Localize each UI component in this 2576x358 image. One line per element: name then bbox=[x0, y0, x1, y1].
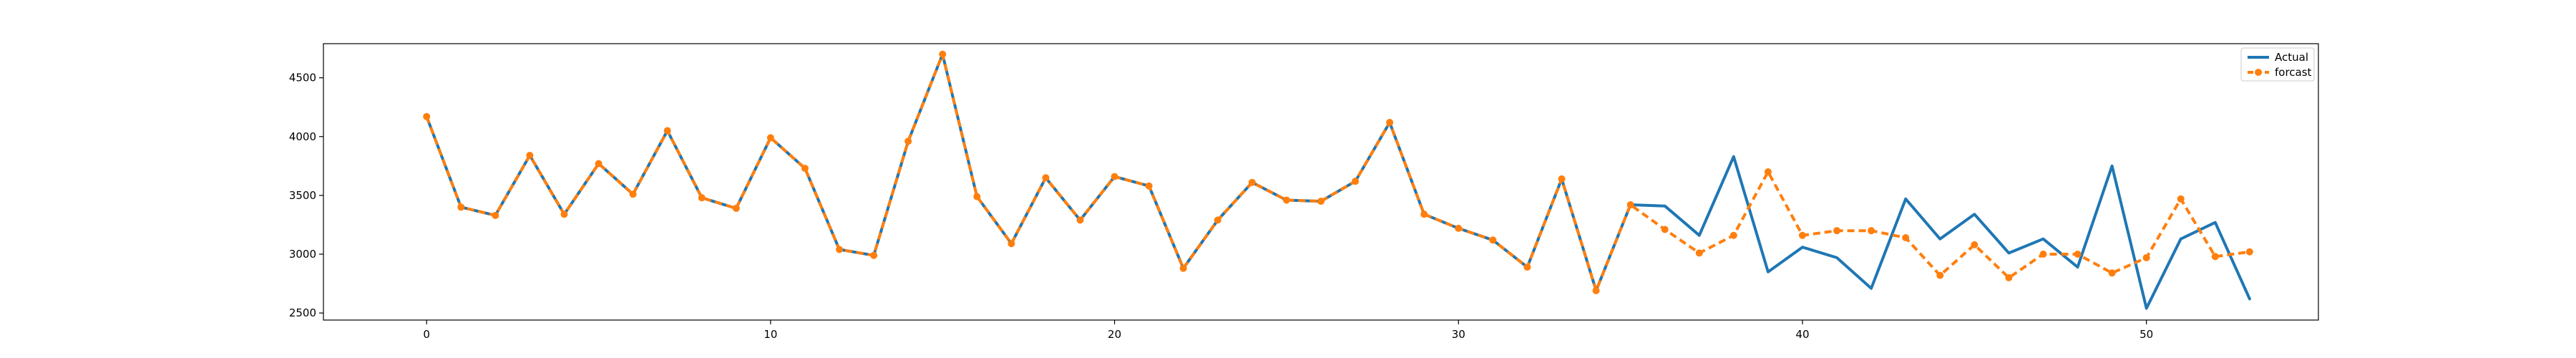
point-forcast bbox=[939, 50, 947, 58]
point-forcast bbox=[1902, 234, 1910, 242]
point-forcast bbox=[2108, 269, 2116, 277]
point-forcast bbox=[560, 211, 568, 218]
point-forcast bbox=[1214, 216, 1221, 224]
point-forcast bbox=[1076, 216, 1084, 224]
point-forcast bbox=[2177, 195, 2185, 203]
point-forcast bbox=[904, 137, 912, 145]
point-forcast bbox=[1179, 264, 1187, 272]
x-axis: 0 10 20 30 40 50 bbox=[423, 320, 2153, 341]
point-forcast bbox=[2039, 251, 2047, 258]
point-forcast bbox=[1971, 241, 1979, 248]
point-forcast bbox=[1661, 226, 1669, 233]
point-forcast bbox=[732, 204, 740, 212]
y-tick-label: 4500 bbox=[289, 72, 316, 84]
point-forcast bbox=[1455, 224, 1463, 232]
point-forcast bbox=[2074, 251, 2082, 258]
point-forcast bbox=[836, 246, 844, 253]
y-tick-label: 4000 bbox=[289, 130, 316, 143]
legend-label-forcast: forcast bbox=[2275, 66, 2312, 79]
point-forcast bbox=[526, 152, 534, 160]
point-forcast bbox=[629, 190, 637, 198]
point-forcast bbox=[766, 134, 774, 142]
point-forcast bbox=[1936, 271, 1944, 279]
point-forcast bbox=[2005, 274, 2013, 281]
point-forcast bbox=[492, 211, 499, 219]
series-layer bbox=[423, 50, 2253, 310]
point-forcast bbox=[1248, 178, 1256, 186]
point-forcast bbox=[1626, 201, 1634, 209]
point-forcast bbox=[1008, 240, 1015, 248]
legend-marker-forcast bbox=[2255, 69, 2262, 76]
x-tick-label: 40 bbox=[1795, 328, 1809, 341]
point-forcast bbox=[2211, 253, 2219, 261]
point-forcast bbox=[1420, 211, 1428, 218]
point-forcast bbox=[973, 193, 981, 200]
point-forcast bbox=[1042, 174, 1050, 182]
series-line-forcast bbox=[425, 52, 2250, 292]
point-forcast bbox=[1695, 249, 1703, 257]
point-forcast bbox=[457, 203, 465, 211]
x-tick-label: 10 bbox=[763, 328, 777, 341]
point-forcast bbox=[1317, 198, 1324, 205]
plot-area bbox=[323, 44, 2318, 320]
y-axis: 2500 3000 3500 4000 4500 bbox=[289, 72, 323, 319]
point-forcast bbox=[1352, 178, 1360, 185]
point-forcast bbox=[1489, 236, 1497, 244]
point-forcast bbox=[1111, 173, 1118, 180]
y-tick-label: 3500 bbox=[289, 189, 316, 202]
point-forcast bbox=[2142, 253, 2150, 261]
point-forcast bbox=[1558, 175, 1566, 183]
x-tick-label: 20 bbox=[1108, 328, 1121, 341]
point-forcast bbox=[870, 251, 878, 259]
point-forcast bbox=[1764, 168, 1772, 176]
legend-label-actual: Actual bbox=[2275, 51, 2308, 64]
point-forcast bbox=[1592, 286, 1600, 294]
point-forcast bbox=[2245, 248, 2253, 256]
point-forcast bbox=[423, 112, 431, 120]
y-tick-label: 3000 bbox=[289, 248, 316, 261]
point-forcast bbox=[663, 127, 671, 135]
x-tick-label: 50 bbox=[2140, 328, 2153, 341]
point-forcast bbox=[1833, 227, 1841, 235]
point-forcast bbox=[801, 165, 809, 173]
legend: Actual forcast bbox=[2240, 47, 2315, 82]
point-forcast bbox=[1798, 231, 1806, 239]
point-forcast bbox=[1145, 182, 1153, 190]
point-forcast bbox=[1282, 196, 1290, 204]
point-forcast bbox=[1386, 119, 1394, 127]
point-forcast bbox=[1729, 231, 1737, 239]
y-tick-label: 2500 bbox=[289, 306, 316, 319]
point-forcast bbox=[1523, 263, 1531, 271]
point-forcast bbox=[698, 194, 706, 202]
x-tick-label: 30 bbox=[1452, 328, 1465, 341]
point-forcast bbox=[1868, 227, 1875, 235]
x-tick-label: 0 bbox=[423, 328, 430, 341]
plot-frame bbox=[323, 43, 2319, 321]
point-forcast bbox=[595, 160, 602, 168]
